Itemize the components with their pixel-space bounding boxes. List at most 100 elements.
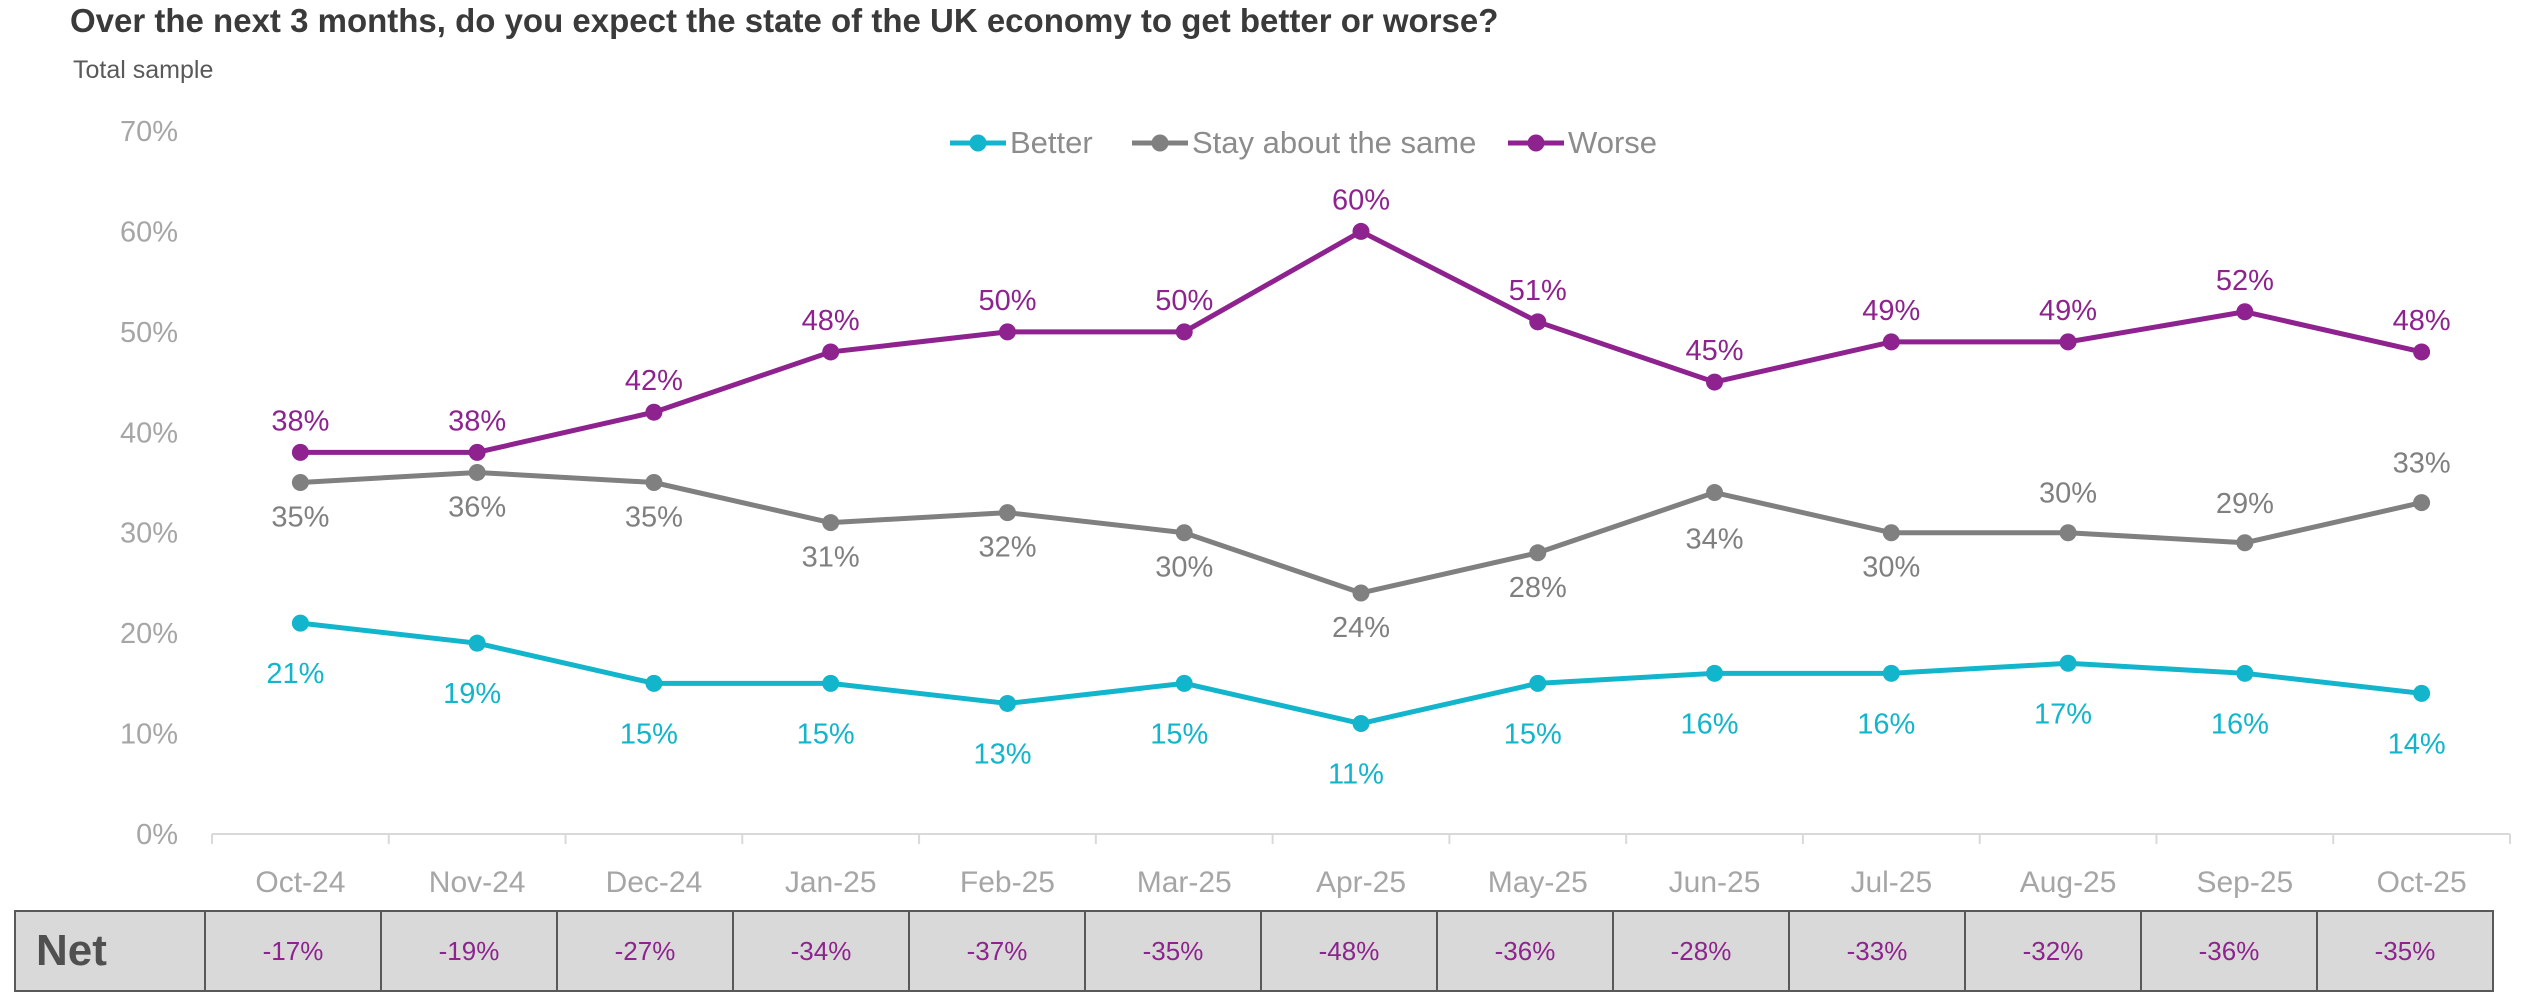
y-tick-label: 20% bbox=[120, 618, 178, 650]
data-label: 30% bbox=[2039, 478, 2097, 510]
chart-subtitle: Total sample bbox=[73, 56, 214, 84]
x-tick-label: Jan-25 bbox=[785, 866, 877, 899]
data-label: 36% bbox=[448, 491, 506, 523]
data-label: 15% bbox=[620, 718, 678, 750]
x-tick-label: Apr-25 bbox=[1316, 866, 1406, 899]
data-point bbox=[468, 463, 486, 481]
x-tick-label: Feb-25 bbox=[960, 866, 1055, 899]
net-value: -37% bbox=[908, 910, 1086, 992]
legend-swatch-marker bbox=[969, 134, 987, 152]
data-point bbox=[291, 443, 309, 461]
data-point bbox=[1352, 715, 1370, 733]
data-point bbox=[2059, 654, 2077, 672]
data-label: 31% bbox=[802, 542, 860, 574]
data-point bbox=[1352, 222, 1370, 240]
data-label: 60% bbox=[1332, 184, 1390, 216]
data-point bbox=[1529, 544, 1547, 562]
data-point bbox=[2236, 664, 2254, 682]
data-label: 38% bbox=[448, 405, 506, 437]
y-tick-label: 40% bbox=[120, 417, 178, 449]
data-label: 28% bbox=[1509, 572, 1567, 604]
legend-swatch-marker bbox=[1527, 134, 1545, 152]
net-value: -27% bbox=[556, 910, 734, 992]
data-label: 30% bbox=[1862, 552, 1920, 584]
x-tick-label: Jun-25 bbox=[1669, 866, 1761, 899]
y-tick-label: 10% bbox=[120, 719, 178, 751]
net-value: -33% bbox=[1788, 910, 1966, 992]
net-value: -19% bbox=[380, 910, 558, 992]
data-point bbox=[822, 674, 840, 692]
data-label: 11% bbox=[1328, 759, 1384, 791]
net-value: -48% bbox=[1260, 910, 1438, 992]
data-label: 49% bbox=[2039, 295, 2097, 327]
data-label: 15% bbox=[797, 718, 855, 750]
net-value: -36% bbox=[2140, 910, 2318, 992]
data-point bbox=[1882, 333, 1900, 351]
legend-label: Worse bbox=[1568, 125, 1657, 160]
legend-label: Stay about the same bbox=[1192, 125, 1476, 160]
data-label: 35% bbox=[625, 502, 683, 534]
legend-swatch-marker bbox=[1151, 134, 1169, 152]
x-tick-label: Oct-24 bbox=[255, 866, 345, 899]
data-point bbox=[2413, 343, 2431, 361]
chart-title: Over the next 3 months, do you expect th… bbox=[70, 2, 1499, 39]
data-point bbox=[1175, 323, 1193, 341]
x-tick-label: Dec-24 bbox=[606, 866, 703, 899]
net-label: Net bbox=[14, 910, 206, 992]
data-point bbox=[2413, 494, 2431, 512]
data-point bbox=[822, 343, 840, 361]
data-label: 33% bbox=[2393, 448, 2451, 480]
x-tick-label: May-25 bbox=[1488, 866, 1588, 899]
x-tick-label: Oct-25 bbox=[2377, 866, 2467, 899]
data-point bbox=[1529, 674, 1547, 692]
net-value: -32% bbox=[1964, 910, 2142, 992]
data-label: 48% bbox=[2393, 305, 2451, 337]
data-point bbox=[645, 474, 663, 491]
y-tick-label: 70% bbox=[120, 116, 178, 148]
data-point bbox=[2236, 534, 2254, 552]
data-point bbox=[1706, 664, 1724, 682]
data-label: 42% bbox=[625, 365, 683, 397]
data-label: 38% bbox=[271, 405, 329, 437]
data-label: 32% bbox=[978, 532, 1036, 564]
net-value: -35% bbox=[2316, 910, 2494, 992]
data-point bbox=[468, 443, 486, 461]
x-tick-label: Aug-25 bbox=[2020, 866, 2117, 899]
net-value: -28% bbox=[1612, 910, 1790, 992]
data-label: 16% bbox=[2211, 708, 2269, 740]
data-point bbox=[468, 634, 486, 652]
line-chart: 0% 10% 20% 30% 40% 50% 60% 70% Oct-24 Nov-24 Dec-2… bbox=[120, 116, 2511, 899]
data-label: 48% bbox=[802, 305, 860, 337]
data-point bbox=[645, 403, 663, 421]
net-value: -17% bbox=[204, 910, 382, 992]
y-tick-label: 30% bbox=[120, 518, 178, 550]
data-label: 19% bbox=[443, 678, 501, 710]
data-label: 16% bbox=[1681, 708, 1739, 740]
data-point bbox=[2059, 524, 2077, 542]
data-label: 50% bbox=[978, 285, 1036, 317]
data-label: 16% bbox=[1857, 708, 1915, 740]
data-label: 30% bbox=[1155, 552, 1213, 584]
y-tick-label: 0% bbox=[136, 819, 178, 851]
data-point bbox=[2059, 333, 2077, 351]
x-tick-label: Nov-24 bbox=[429, 866, 526, 899]
data-point bbox=[291, 614, 309, 632]
data-label: 45% bbox=[1686, 335, 1744, 367]
net-value: -34% bbox=[732, 910, 910, 992]
series-line bbox=[300, 228, 2423, 455]
data-label: 24% bbox=[1332, 612, 1390, 644]
data-point bbox=[1706, 484, 1724, 502]
x-tick-label: Jul-25 bbox=[1850, 866, 1932, 899]
data-label: 35% bbox=[271, 502, 329, 534]
data-label: 50% bbox=[1155, 285, 1213, 317]
data-point bbox=[1352, 584, 1370, 602]
legend-label: Better bbox=[1010, 125, 1093, 160]
data-point bbox=[998, 504, 1016, 522]
data-label: 21% bbox=[266, 658, 324, 690]
data-label: 29% bbox=[2216, 488, 2274, 520]
data-label: 14% bbox=[2388, 728, 2446, 760]
net-value: -35% bbox=[1084, 910, 1262, 992]
series-line bbox=[300, 469, 2423, 596]
data-label: 51% bbox=[1509, 275, 1567, 307]
net-row: Net -17% -19% -27% -34% -37% -35% -48% -… bbox=[14, 910, 2494, 992]
